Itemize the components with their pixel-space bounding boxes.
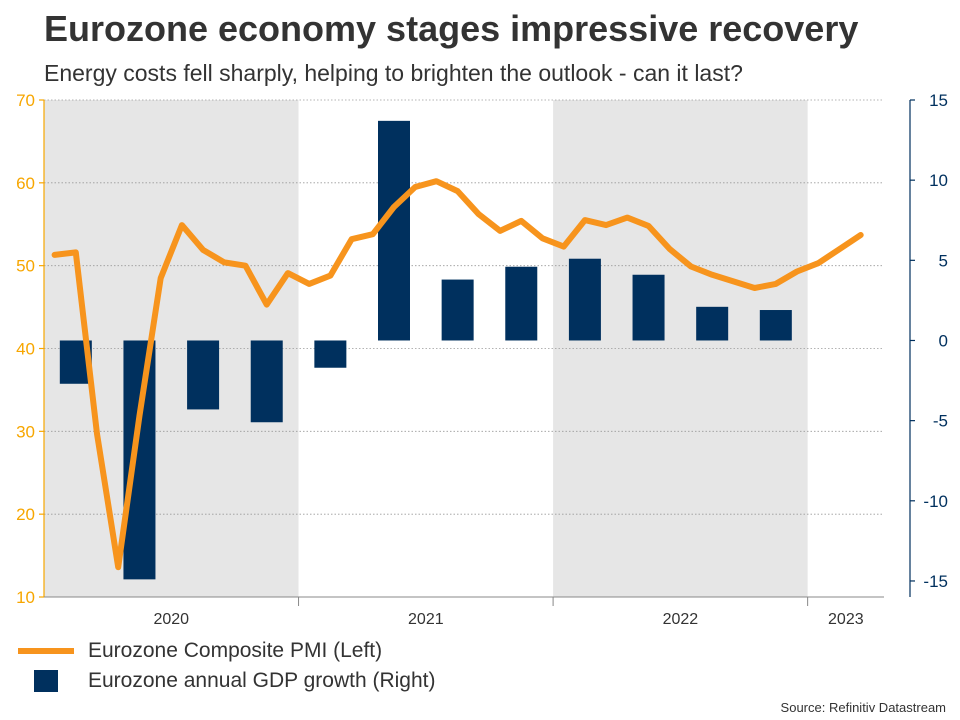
right-tick-label: -10 [923,492,948,511]
x-tick-label: 2020 [153,611,189,628]
gdp-bar [696,306,729,341]
left-tick-label: 20 [16,505,35,524]
left-tick-label: 70 [16,91,35,110]
right-tick-label: -5 [933,412,948,431]
x-tick-label: 2023 [828,611,864,628]
left-tick-label: 10 [16,588,35,607]
source-note: Source: Refinitiv Datastream [780,700,946,715]
legend-item-pmi: Eurozone Composite PMI (Left) [18,636,435,666]
gdp-bar [441,279,474,341]
left-tick-label: 30 [16,422,35,441]
x-tick-label: 2022 [663,611,699,628]
right-tick-label: 15 [929,91,948,110]
gdp-bar [187,340,220,410]
gdp-bar [568,258,601,341]
right-tick-label: 5 [939,251,948,270]
chart-title: Eurozone economy stages impressive recov… [44,8,859,49]
pmi-line [51,178,864,571]
gdp-bar [759,310,792,341]
gdp-bar [123,340,156,580]
legend-item-gdp: Eurozone annual GDP growth (Right) [18,666,435,696]
pmi-line-swatch [18,648,74,654]
gdp-bar-swatch [34,670,58,692]
gdp-bar [632,274,665,341]
right-tick-label: -15 [923,572,948,591]
x-tick-label: 2021 [408,611,444,628]
legend-label-pmi: Eurozone Composite PMI (Left) [88,639,383,662]
legend: Eurozone Composite PMI (Left) Eurozone a… [18,636,435,696]
gdp-bar [314,340,347,368]
chart-subtitle: Energy costs fell sharply, helping to br… [44,60,743,86]
left-tick-label: 50 [16,257,35,276]
right-tick-label: 0 [939,331,948,350]
legend-label-gdp: Eurozone annual GDP growth (Right) [88,669,436,692]
left-tick-label: 40 [16,340,35,359]
gdp-bar [378,120,410,341]
gdp-bar [505,266,538,341]
gdp-bar [250,340,283,423]
left-tick-label: 60 [16,174,35,193]
right-tick-label: 10 [929,171,948,190]
